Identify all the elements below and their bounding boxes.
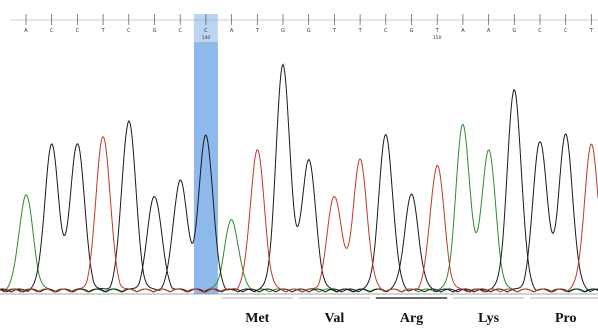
base-call-label: A [461,28,465,34]
base-call-label: T [589,28,594,34]
base-call-label: C [204,28,208,34]
trace-T [0,135,598,293]
base-call-label: T [358,28,363,34]
codon-label: Arg [400,311,423,326]
base-call-label: G [512,28,516,34]
position-label: 150 [433,35,442,41]
base-call-label: A [487,28,491,34]
base-call-label: C [76,28,80,34]
base-call-label: A [24,28,28,34]
position-label: 140 [202,35,211,41]
codon-label: Val [325,311,345,326]
trace-G [0,63,598,293]
base-call-label: T [255,28,260,34]
base-call-label: C [127,28,131,34]
base-call-label: G [153,28,157,34]
codon-label: Lys [478,311,500,326]
base-call-label: C [538,28,542,34]
base-call-label: A [230,28,234,34]
base-call-label: T [101,28,106,34]
base-call-label: G [281,28,285,34]
base-call-label: T [332,28,337,34]
base-call-label: G [410,28,414,34]
codon-label: Met [245,311,269,326]
base-call-label: C [178,28,182,34]
base-call-label: T [435,28,440,34]
trace-C [0,119,598,293]
base-call-label: G [307,28,311,34]
base-call-label: C [50,28,54,34]
highlighted-base-column [193,14,218,294]
base-call-strip [0,10,598,42]
base-call-label: C [564,28,568,34]
base-call-label: C [384,28,388,34]
codon-label: Pro [555,311,577,326]
